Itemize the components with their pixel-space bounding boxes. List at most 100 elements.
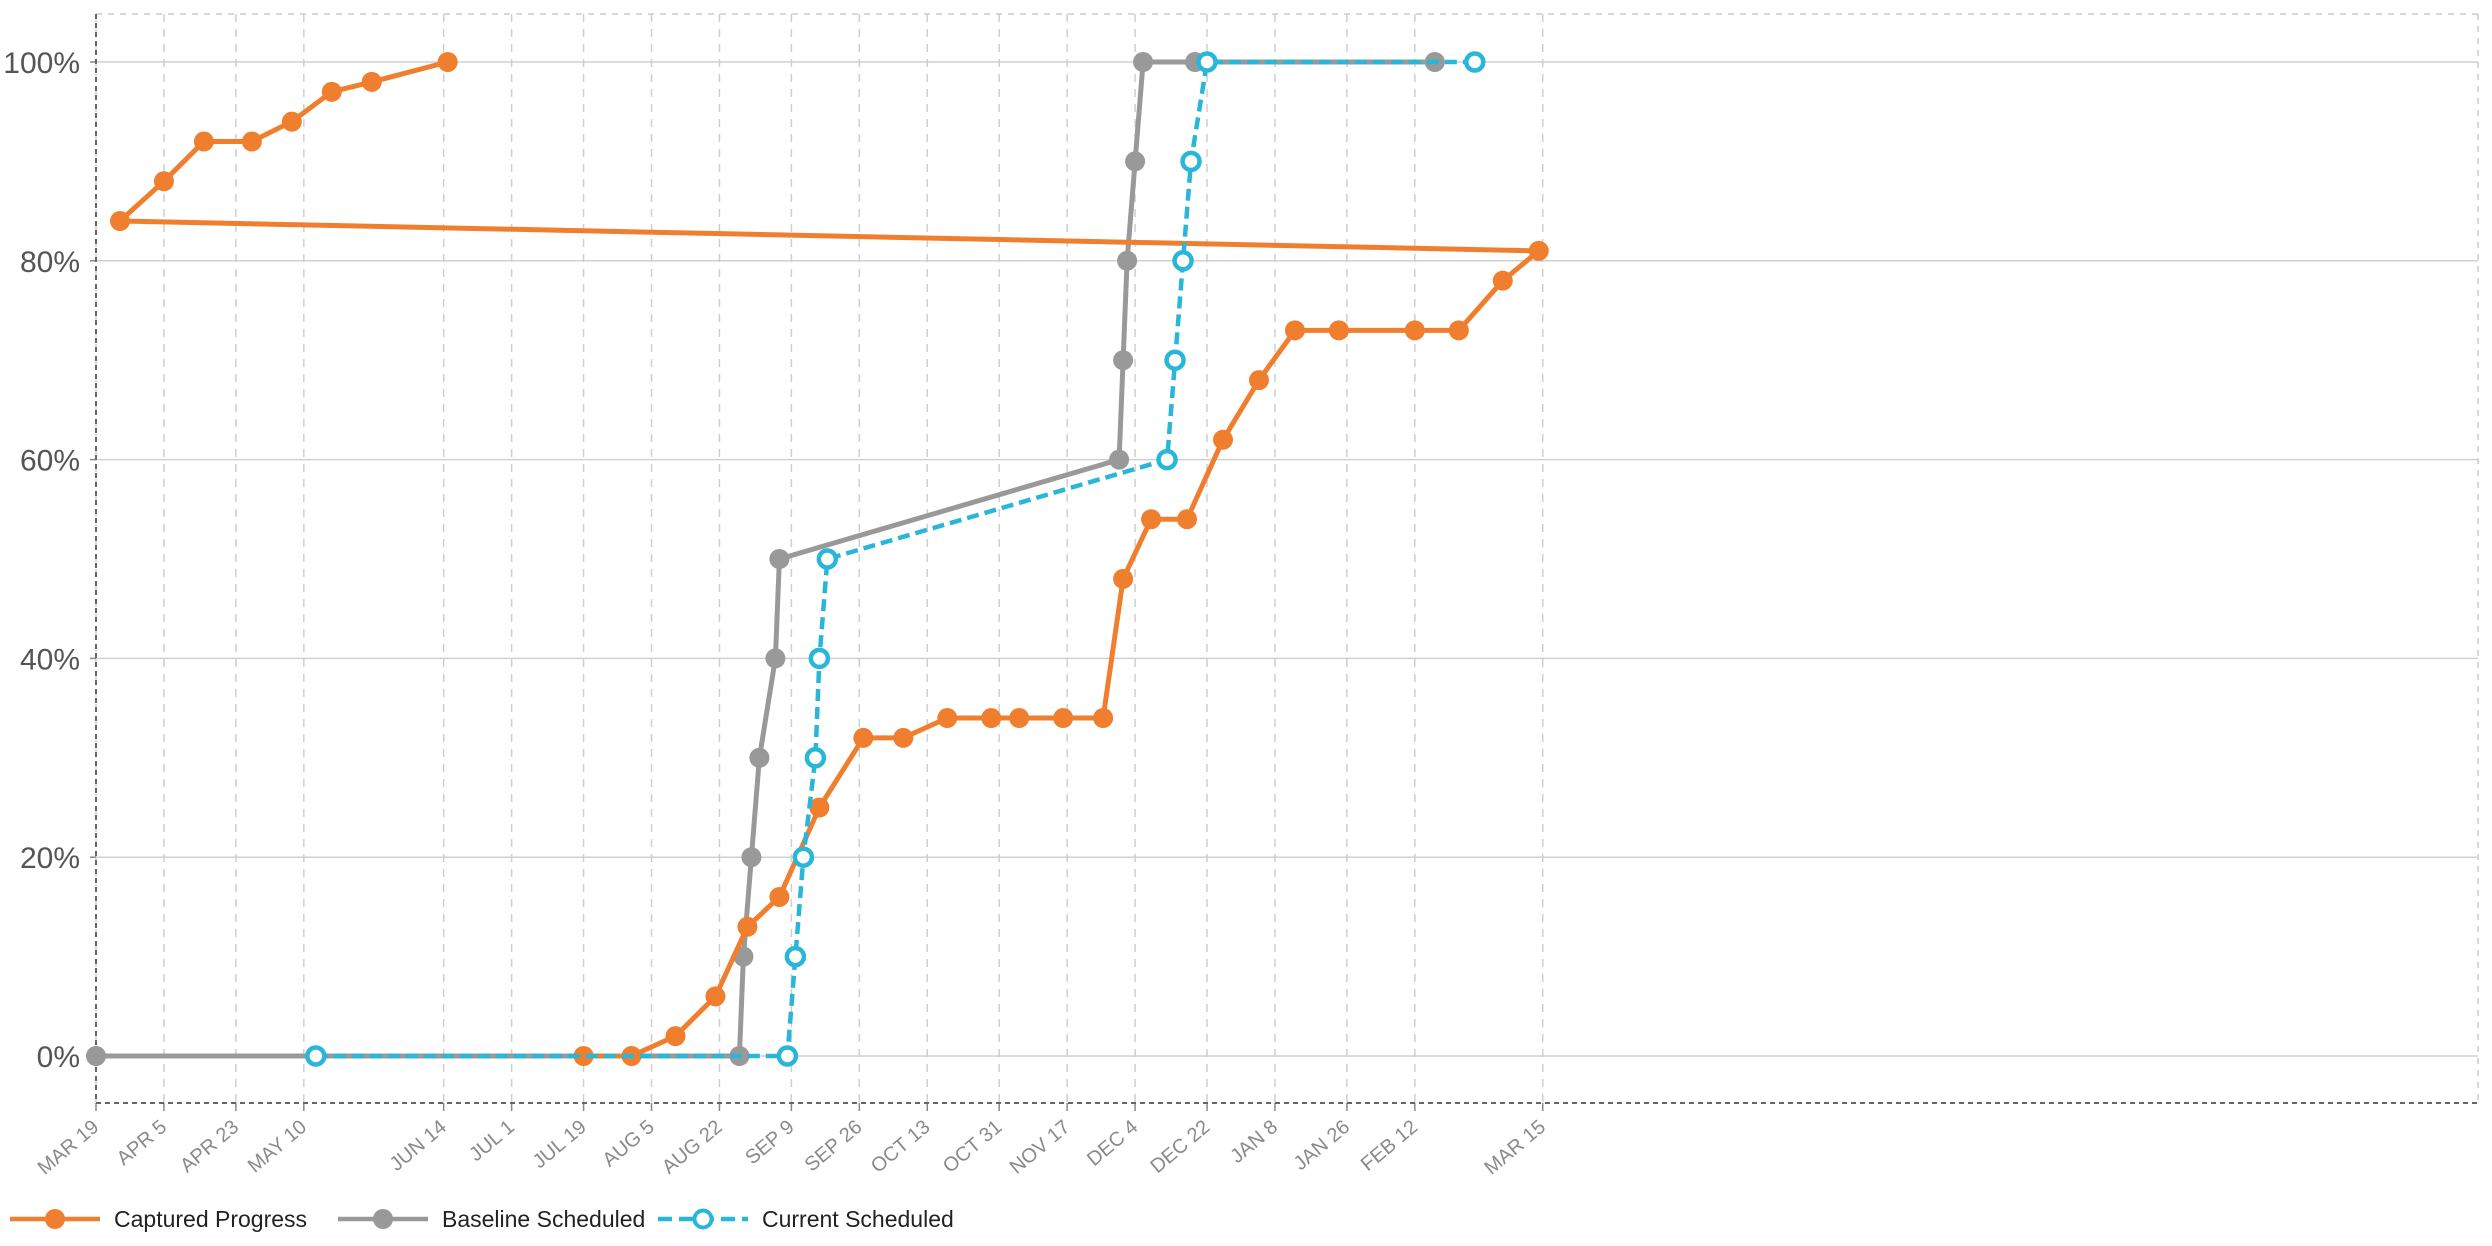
captured-progress-point: [153, 171, 174, 192]
current-scheduled-point: [816, 548, 839, 570]
y-tick-label: 80%: [20, 246, 80, 279]
baseline-scheduled-point: [765, 648, 786, 669]
captured-progress-point: [1492, 270, 1513, 291]
captured-progress-point: [361, 71, 382, 92]
series-captured-progress: [109, 52, 1549, 1066]
current-scheduled-point: [1180, 150, 1202, 173]
legend-item-baseline-scheduled: Baseline Scheduled: [338, 1206, 645, 1232]
captured-progress-point: [573, 1046, 594, 1066]
captured-progress-point: [1284, 320, 1305, 341]
legend-label: Baseline Scheduled: [442, 1206, 645, 1232]
captured-progress-point: [1528, 240, 1549, 261]
captured-progress-point: [1093, 708, 1114, 729]
captured-progress-point: [1248, 370, 1269, 391]
x-tick-label: MAY 10: [244, 1116, 311, 1177]
captured-progress-point: [1141, 509, 1162, 530]
captured-progress-point: [1448, 320, 1469, 341]
baseline-scheduled-point: [769, 549, 790, 569]
y-tick-label: 60%: [20, 445, 80, 478]
captured-progress-point: [893, 727, 914, 748]
current-scheduled-point: [1464, 51, 1486, 73]
captured-progress-point: [1009, 708, 1030, 729]
current-scheduled-point: [792, 846, 815, 868]
captured-progress-point: [853, 727, 874, 748]
captured-progress-point: [737, 916, 758, 937]
x-tick-label: AUG 5: [599, 1116, 659, 1171]
x-tick-label: JUL 19: [529, 1116, 591, 1173]
series: [86, 51, 1549, 1067]
x-tick-label: APR 5: [113, 1116, 171, 1170]
x-tick-label: FEB 12: [1357, 1116, 1422, 1176]
current-scheduled-point: [1164, 349, 1186, 371]
legend-swatch-marker: [373, 1209, 393, 1229]
legend-swatch-marker: [692, 1208, 714, 1230]
series-current-scheduled: [305, 51, 1486, 1067]
captured-progress-point: [705, 986, 726, 1007]
captured-progress-point: [109, 211, 130, 232]
current-scheduled-line: [315, 59, 1475, 1059]
x-tick-label: DEC 4: [1083, 1116, 1142, 1171]
baseline-scheduled-point: [1125, 151, 1146, 172]
baseline-scheduled-point: [1109, 449, 1130, 470]
baseline-scheduled-point: [86, 1046, 106, 1066]
y-tick-label: 0%: [37, 1041, 80, 1074]
captured-progress-point: [1053, 708, 1074, 729]
baseline-scheduled-point: [1117, 250, 1138, 271]
captured-progress-point: [437, 52, 458, 72]
captured-progress-point: [937, 708, 958, 729]
captured-progress-point: [1177, 509, 1198, 530]
captured-progress-point: [193, 131, 214, 152]
captured-progress-point: [1113, 568, 1134, 589]
current-scheduled-point: [1156, 448, 1178, 471]
captured-progress-point: [241, 131, 262, 152]
legend-item-current-scheduled: Current Scheduled: [658, 1206, 954, 1232]
current-scheduled-point: [784, 945, 807, 968]
captured-progress-point: [665, 1026, 686, 1047]
x-tick-label: DEC 22: [1146, 1116, 1214, 1178]
y-tick-label: 100%: [3, 47, 80, 80]
x-tick-label: SEP 26: [801, 1116, 867, 1176]
captured-progress-point: [981, 708, 1002, 729]
x-tick-label: JAN 8: [1226, 1116, 1282, 1168]
captured-progress-point: [1328, 320, 1349, 341]
current-scheduled-point: [1172, 250, 1194, 272]
captured-progress-point: [1404, 320, 1425, 341]
captured-progress-point: [321, 81, 342, 102]
legend-item-captured-progress: Captured Progress: [10, 1206, 307, 1232]
x-tick-label: JUN 14: [386, 1116, 451, 1176]
legend: Captured Progress Baseline Scheduled Curre…: [10, 1206, 954, 1232]
captured-progress-point: [769, 886, 790, 907]
captured-progress-point: [281, 111, 302, 132]
x-tick-label: OCT 31: [939, 1116, 1007, 1178]
x-tick-label: MAR 15: [1480, 1116, 1549, 1179]
current-scheduled-point: [305, 1045, 327, 1067]
baseline-scheduled-point: [1113, 350, 1134, 371]
baseline-scheduled-point: [1133, 52, 1154, 72]
legend-label: Captured Progress: [114, 1206, 307, 1232]
x-tick-label: JUL 1: [465, 1116, 519, 1166]
current-scheduled-point: [804, 747, 827, 769]
y-tick-label: 20%: [20, 842, 80, 875]
current-scheduled-point: [808, 647, 831, 670]
legend-label: Current Scheduled: [762, 1206, 954, 1232]
x-tick-label: AUG 22: [658, 1116, 727, 1179]
baseline-scheduled-point: [749, 747, 770, 768]
x-tick-label: OCT 13: [867, 1116, 935, 1178]
current-scheduled-point: [1196, 51, 1218, 73]
current-scheduled-point: [776, 1045, 799, 1067]
axes: 0% 20% 40% 60% 80% 100% MAR 19 APR 5 APR 23 MAY 1…: [3, 14, 2478, 1179]
series-baseline-scheduled: [86, 52, 1445, 1066]
x-tick-label: MAR 19: [34, 1116, 103, 1179]
baseline-scheduled-point: [741, 847, 762, 868]
baseline-scheduled-line: [93, 59, 1438, 1059]
y-tick-label: 40%: [20, 643, 80, 676]
captured-progress-point: [809, 797, 830, 818]
x-tick-label: SEP 9: [741, 1116, 798, 1169]
x-tick-label: NOV 17: [1006, 1116, 1075, 1179]
x-tick-label: JAN 26: [1290, 1116, 1354, 1175]
grid: [95, 13, 2479, 1103]
captured-progress-point: [1213, 429, 1234, 450]
legend-swatch-marker: [45, 1209, 65, 1229]
